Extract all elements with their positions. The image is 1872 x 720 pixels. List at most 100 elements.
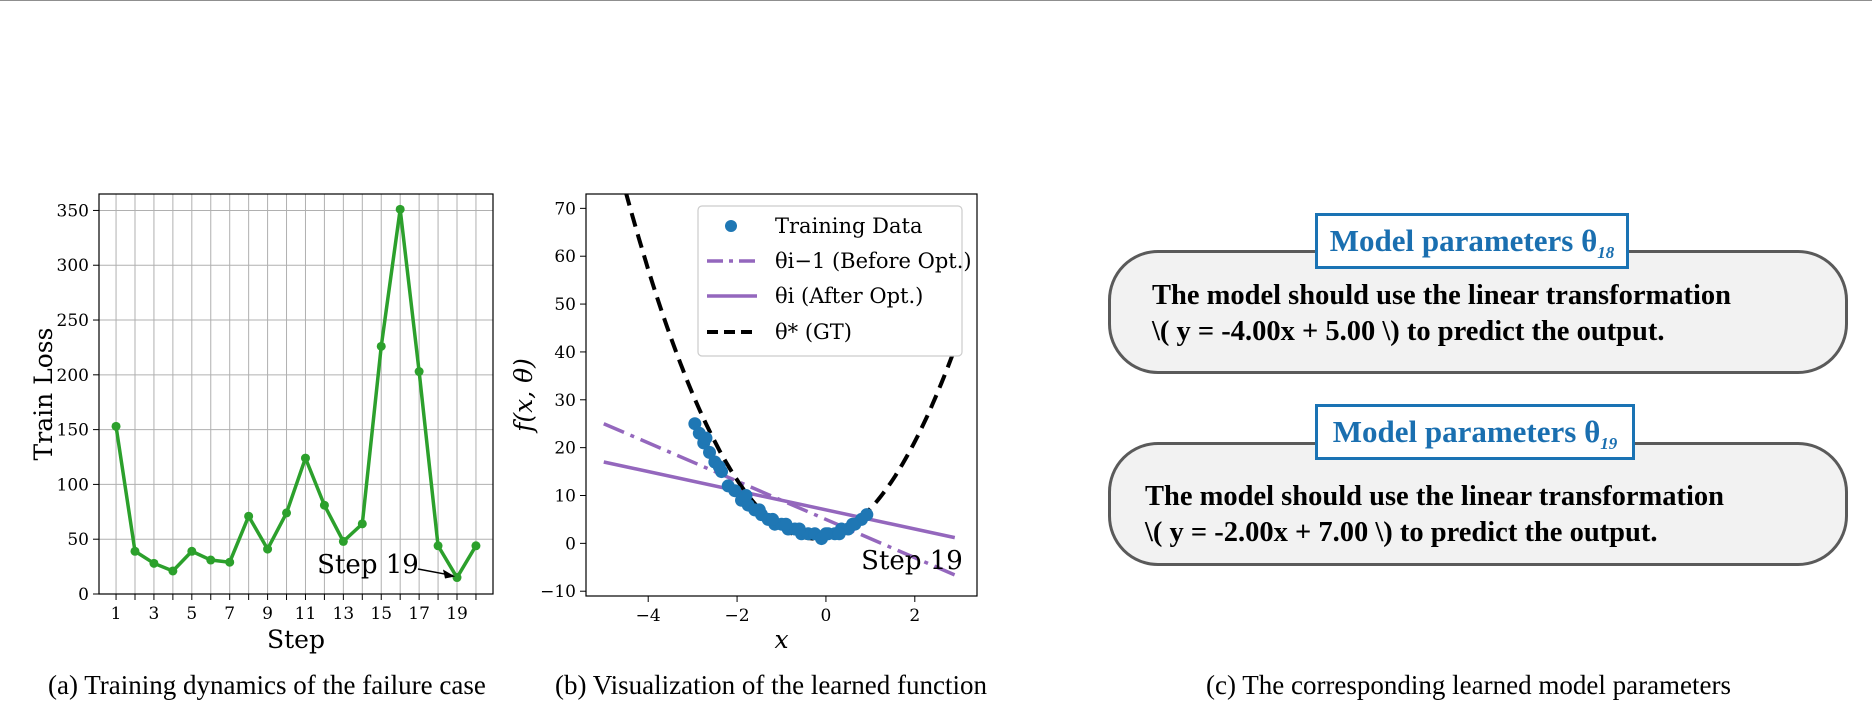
loss-point (149, 558, 159, 568)
func-ytick-label: −10 (540, 582, 576, 602)
func-xtick-label: −4 (636, 606, 661, 626)
loss-point (187, 546, 197, 556)
func-ytick-label: 30 (554, 391, 576, 411)
training-point (779, 517, 793, 531)
training-point (703, 445, 717, 459)
training-point (792, 522, 806, 536)
loss-point (111, 421, 121, 431)
loss-axes-frame (98, 193, 494, 595)
training-point (739, 489, 753, 502)
loss-annotation-arrowhead (443, 569, 456, 579)
loss-point (130, 546, 140, 556)
training-point (766, 512, 780, 526)
loss-series-line (114, 207, 478, 580)
training-point (712, 460, 726, 474)
training-point (752, 503, 766, 517)
func-ytick-label: 60 (554, 247, 576, 267)
param-card-19-line1: The model should use the linear transfor… (1145, 481, 1725, 512)
loss-point (395, 204, 405, 214)
loss-point (338, 536, 348, 546)
func-axes-frame (585, 193, 978, 597)
param-tag-19-text: Model parameters θ (1332, 414, 1601, 449)
loss-xtick-label: 5 (186, 604, 197, 624)
func-ylabel: f(x, θ) (509, 358, 538, 434)
loss-ylabel: Train Loss (29, 328, 58, 461)
loss-point (244, 511, 254, 521)
legend-label: θi (After Opt.) (775, 284, 923, 308)
func-ytick-label: 0 (565, 534, 576, 554)
loss-ytick-label: 200 (57, 366, 89, 386)
loss-xlabel: Step (267, 625, 325, 654)
loss-ytick-label: 350 (57, 201, 89, 221)
param-tag-18-sub: 18 (1597, 243, 1615, 263)
training-point (846, 517, 860, 531)
caption-a: (a) Training dynamics of the failure cas… (48, 670, 486, 700)
training-point (819, 527, 833, 541)
param-tag-18: Model parameters θ18 (1315, 213, 1629, 269)
func-annotation-label: Step 19 (861, 546, 963, 576)
loss-point (263, 544, 273, 554)
loss-point (433, 541, 443, 551)
caption-c: (c) The corresponding learned model para… (1206, 670, 1732, 700)
loss-point (471, 541, 481, 551)
param-card-18 (1108, 250, 1848, 374)
param-card-18-line2: \( y = -4.00x + 5.00 \) to predict the o… (1152, 316, 1665, 347)
loss-ytick-label: 100 (57, 475, 89, 495)
param-tag-19: Model parameters θ19 (1315, 404, 1635, 460)
gt-curve (624, 194, 957, 541)
loss-xtick-label: 19 (446, 604, 468, 624)
loss-xtick-label: 1 (111, 604, 122, 624)
loss-xtick-label: 7 (224, 604, 235, 624)
legend-marker-data (725, 220, 737, 232)
func-xtick-label: 0 (821, 606, 832, 626)
loss-point (206, 555, 216, 565)
param-tag-18-text: Model parameters θ (1329, 223, 1598, 258)
loss-point (376, 341, 386, 351)
training-point (832, 527, 846, 541)
func-xtick-label: −2 (725, 606, 750, 626)
param-card-18-line1: The model should use the linear transfor… (1152, 280, 1732, 311)
after-opt-line (603, 460, 956, 540)
loss-point (452, 573, 462, 583)
loss-xtick-label: 17 (408, 604, 430, 624)
loss-xtick-label: 3 (149, 604, 160, 624)
loss-xtick-label: 15 (370, 604, 392, 624)
func-plot-area (603, 194, 957, 577)
legend-label: θi−1 (Before Opt.) (775, 249, 972, 273)
legend-box (697, 205, 963, 357)
func-ytick-label: 70 (554, 199, 576, 219)
top-divider (0, 0, 1872, 1)
loss-ytick-label: 250 (57, 311, 89, 331)
loss-ytick-label: 0 (78, 585, 89, 605)
func-ytick-label: 20 (554, 439, 576, 459)
loss-ytick-label: 300 (57, 256, 89, 276)
training-point (728, 484, 742, 498)
loss-point (168, 566, 178, 576)
func-ytick-label: 40 (554, 343, 576, 363)
training-point (860, 508, 874, 522)
loss-annotation-label: Step 19 (317, 550, 419, 580)
func-ytick-label: 50 (554, 295, 576, 315)
loss-point (319, 500, 329, 510)
loss-xtick-label: 13 (333, 604, 355, 624)
param-card-19 (1108, 442, 1848, 566)
param-card-19-line2: \( y = -2.00x + 7.00 \) to predict the o… (1145, 517, 1658, 548)
loss-ytick-label: 150 (57, 421, 89, 441)
loss-xtick-label: 11 (295, 604, 317, 624)
loss-point (414, 367, 424, 377)
loss-xtick-label: 9 (262, 604, 273, 624)
caption-b: (b) Visualization of the learned functio… (555, 670, 987, 700)
legend-label: θ* (GT) (775, 320, 852, 344)
loss-ytick-label: 50 (67, 530, 89, 550)
training-point (699, 431, 713, 445)
loss-point (282, 508, 292, 518)
loss-point (225, 557, 235, 567)
func-xtick-label: 2 (909, 606, 920, 626)
legend-label: Training Data (775, 214, 922, 238)
loss-point (357, 519, 367, 529)
func-xlabel: x (774, 625, 788, 654)
param-tag-19-sub: 19 (1600, 434, 1618, 454)
func-ytick-label: 10 (554, 487, 576, 507)
loss-point (300, 453, 310, 463)
